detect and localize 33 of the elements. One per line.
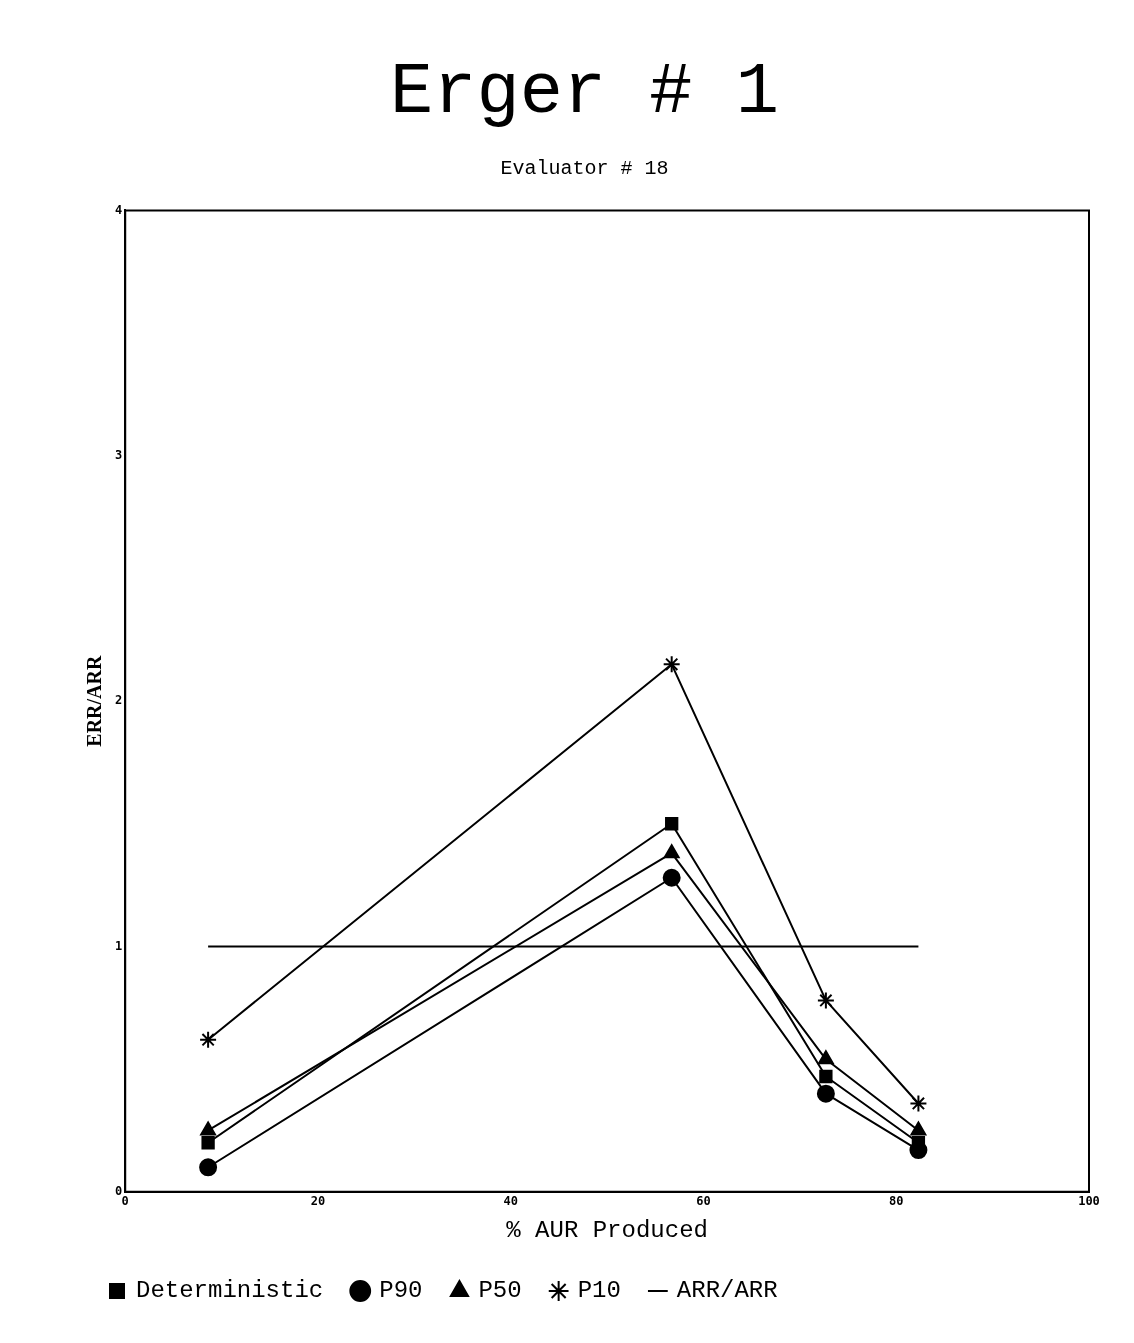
y-axis-title: ERR/ARR: [83, 654, 106, 747]
legend-label: ARR/ARR: [676, 1277, 778, 1305]
legend-label: P50: [478, 1277, 522, 1305]
x-tick-label: 20: [310, 1194, 326, 1209]
point: [817, 1050, 834, 1065]
point: [816, 991, 835, 1010]
point: [663, 844, 680, 859]
y-tick-label: 0: [114, 1183, 123, 1198]
point: [665, 817, 679, 831]
point: [201, 1136, 215, 1150]
point: [910, 1121, 927, 1136]
y-tick-label: 2: [114, 693, 123, 708]
y-tick-label: 3: [114, 447, 123, 462]
point: [819, 1069, 833, 1084]
x-tick-label: 60: [696, 1194, 711, 1209]
x-axis-title: % AUR Produced: [506, 1216, 708, 1244]
x-tick-label: 80: [889, 1194, 904, 1209]
chart-subtitle: Evaluator # 18: [500, 156, 669, 180]
point: [662, 655, 681, 674]
point: [662, 868, 681, 887]
point: [199, 1158, 218, 1177]
x-tick-label: 40: [503, 1194, 518, 1209]
point: [200, 1121, 217, 1136]
chart-title: Erger # 1: [390, 52, 779, 135]
point: [199, 1030, 218, 1049]
y-tick-label: 1: [114, 938, 123, 953]
legend-label: P90: [379, 1277, 423, 1305]
point: [909, 1094, 928, 1113]
x-tick-label: 100: [1078, 1194, 1100, 1209]
legend-label: Deterministic: [136, 1277, 324, 1305]
y-tick-label: 4: [114, 202, 123, 217]
point: [816, 1084, 835, 1103]
legend-label: P10: [577, 1277, 621, 1305]
